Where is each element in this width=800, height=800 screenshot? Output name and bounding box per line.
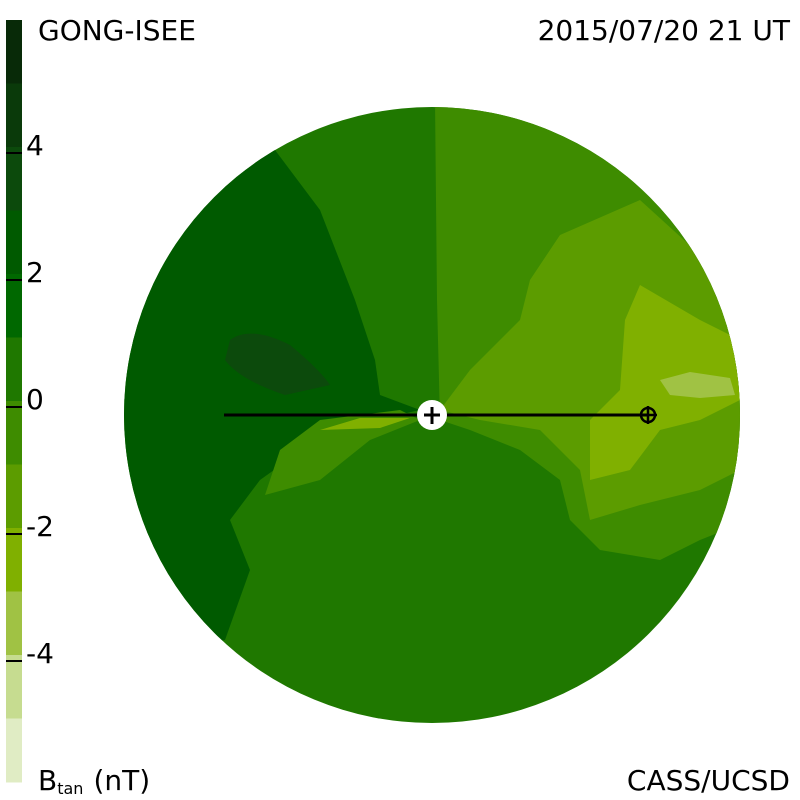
label-sub: tan (57, 779, 83, 798)
colorbar-band (6, 401, 22, 465)
colorbar-band (6, 337, 22, 402)
colorbar-band (6, 274, 22, 338)
colorbar-tick-label: 4 (26, 129, 44, 162)
date-label: 2015/07/20 21 UT (538, 14, 791, 47)
colorbar-label: Btan (nT) (38, 764, 150, 798)
colorbar-band (6, 210, 22, 275)
label-main: B (38, 764, 57, 797)
colorbar-band (6, 147, 22, 211)
colorbar: 4 2 0 -2 -4 (6, 20, 54, 783)
credit-label: CASS/UCSD (627, 764, 790, 797)
colorbar-band (6, 528, 22, 592)
label-unit: (nT) (93, 764, 150, 797)
colorbar-band (6, 591, 22, 656)
colorbar-band (6, 20, 22, 84)
region (265, 410, 420, 495)
region (225, 333, 330, 395)
region (320, 418, 410, 430)
colorbar-tick-label: -2 (26, 510, 54, 543)
source-label: GONG-ISEE (38, 14, 196, 47)
colorbar-tick-label: 2 (26, 256, 44, 289)
colorbar-tick-label: -4 (26, 637, 54, 670)
colorbar-band (6, 464, 22, 529)
region (440, 200, 740, 520)
colorbar-band (6, 655, 22, 719)
region (660, 372, 735, 398)
colorbar-band (6, 718, 22, 783)
colorbar-band (6, 83, 22, 148)
colorbar-tick-label: 0 (26, 383, 44, 416)
